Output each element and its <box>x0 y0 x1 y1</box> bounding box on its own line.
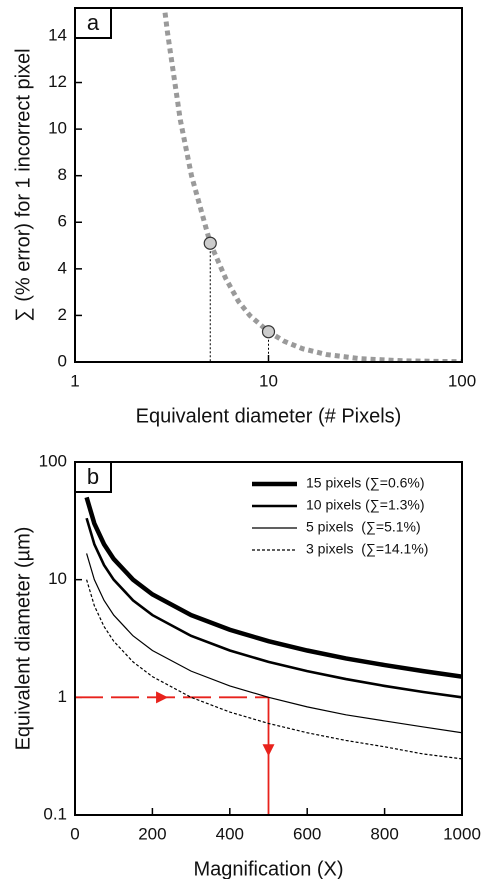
y-tick-label: 10 <box>48 569 67 588</box>
y-tick-label: 8 <box>58 165 67 184</box>
y-tick-label: 12 <box>48 72 67 91</box>
legend-label: 3 pixels (∑=14.1%) <box>306 541 428 557</box>
panel-label-box <box>74 461 112 493</box>
x-tick-label: 800 <box>370 824 398 843</box>
x-tick-label: 100 <box>448 371 476 390</box>
y-tick-label: 4 <box>58 258 67 277</box>
series-line <box>86 579 462 760</box>
data-point <box>203 236 217 250</box>
series-line <box>84 496 462 679</box>
panel-label-box <box>74 7 112 39</box>
guide-arrow <box>156 691 169 704</box>
series-line <box>162 12 462 362</box>
x-tick-label: 1 <box>70 371 79 390</box>
y-tick-label: 100 <box>39 451 67 470</box>
x-tick-label: 200 <box>138 824 166 843</box>
y-tick-label: 14 <box>48 25 67 44</box>
legend-label: 10 pixels (∑=1.3%) <box>306 497 425 513</box>
legend-label: 15 pixels (∑=0.6%) <box>306 475 425 491</box>
y-tick-label: 0.1 <box>43 804 67 823</box>
series-line <box>85 517 462 699</box>
guide-arrow <box>262 744 275 757</box>
y-axis-label: Equivalent diameter (µm) <box>12 527 34 751</box>
x-tick-label: 10 <box>259 371 278 390</box>
panel-label: b <box>87 464 99 489</box>
data-point <box>261 325 276 339</box>
y-tick-label: 1 <box>58 687 67 706</box>
x-tick-label: 1000 <box>443 824 481 843</box>
x-axis-label: Magnification (X) <box>193 858 343 879</box>
y-tick-label: 0 <box>58 351 67 370</box>
panel-label: a <box>87 10 100 35</box>
y-tick-label: 10 <box>48 119 67 138</box>
series-line <box>86 553 462 734</box>
y-axis-label: ∑ (% error) for 1 incorrect pixel <box>12 48 34 321</box>
x-tick-label: 400 <box>216 824 244 843</box>
plot-frame <box>74 7 463 363</box>
y-tick-label: 6 <box>58 212 67 231</box>
x-tick-label: 0 <box>70 824 79 843</box>
legend-label: 5 pixels (∑=5.1%) <box>306 519 421 535</box>
plot-frame <box>74 461 463 816</box>
x-axis-label: Equivalent diameter (# Pixels) <box>136 405 402 427</box>
y-tick-label: 2 <box>58 305 67 324</box>
x-tick-label: 600 <box>293 824 321 843</box>
